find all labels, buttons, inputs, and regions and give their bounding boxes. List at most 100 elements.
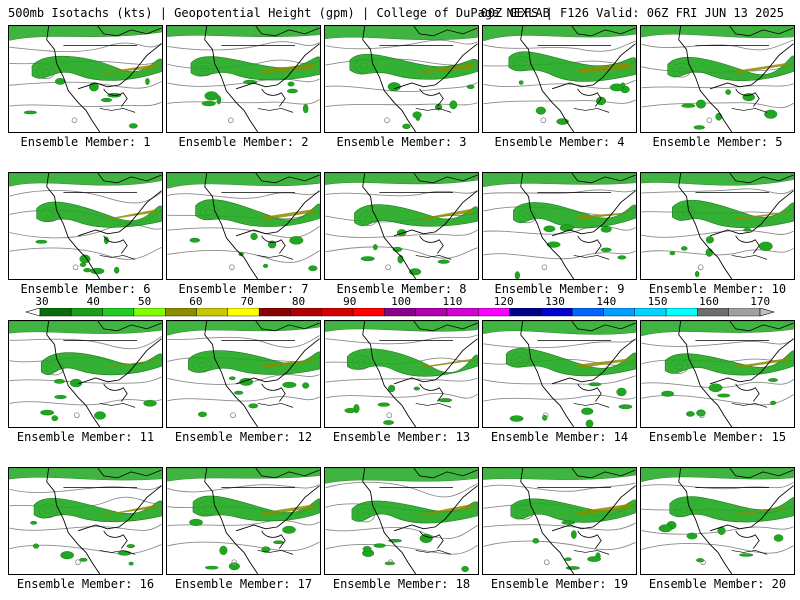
height-contour [9,335,162,350]
coastline [257,108,294,113]
ensemble-map [9,173,162,279]
height-contour [483,40,636,52]
coastline [235,485,320,532]
height-contour [167,249,320,263]
isotach-patch [377,402,390,407]
ensemble-member-panel[interactable] [324,172,479,280]
ensemble-member-label: Ensemble Member: 5 [652,135,783,149]
ensemble-member-panel[interactable] [640,25,795,133]
isotach-patch [681,103,696,108]
coastline [413,26,478,37]
colorbar-segment [446,308,479,317]
isotach-band [167,26,320,38]
height-contour [385,264,392,271]
height-contour [483,522,636,531]
isotach-patch [114,266,120,274]
coastline [103,383,128,402]
isotach-patch [509,415,524,422]
isotach-core [260,63,315,74]
ensemble-member-panel[interactable] [640,467,795,575]
isotach-patch [54,395,67,399]
colorbar-segment [39,308,72,317]
colorbar-tick-label: 60 [189,295,203,308]
colorbar-tick-label: 90 [343,295,357,308]
coastline [393,485,478,532]
coastline [731,550,768,555]
height-contour [9,223,162,239]
ensemble-member-panel[interactable] [166,467,321,575]
colorbar-tick-label: 50 [137,295,152,308]
isotach-patch [94,411,106,420]
ensemble-member-panel[interactable] [8,467,163,575]
height-contour [71,117,78,124]
isotach-patch [770,400,777,406]
coastline [729,173,794,184]
ensemble-member-label: Ensemble Member: 3 [336,135,467,149]
colorbar-tick-label: 80 [291,295,306,308]
ensemble-map [483,173,636,279]
colorbar-tick-label: 30 [35,295,49,308]
isotach-band [167,321,320,336]
ensemble-member-label: Ensemble Member: 16 [16,577,155,591]
isotach-band [31,55,162,81]
height-contour [483,99,636,105]
ensemble-member-panel[interactable] [482,172,637,280]
isotach-band [9,173,162,187]
isotach-patch [412,111,422,119]
colorbar-tick-label: 100 [391,295,412,308]
coastline [413,321,478,332]
height-contour [483,339,636,349]
ensemble-member-panel[interactable] [8,320,163,428]
isotach-band [167,468,320,482]
colorbar-segment [697,308,729,317]
colorbar-segment [352,308,385,317]
coastline [577,235,602,254]
ensemble-member-panel[interactable] [482,25,637,133]
ensemble-member-panel[interactable] [324,320,479,428]
isotach-core [102,209,157,221]
ensemble-member-panel[interactable] [482,467,637,575]
coastline [235,190,320,237]
isotach-patch [373,543,386,548]
isotach-band [33,498,162,523]
isotach-band [9,26,162,41]
coastline [261,530,286,549]
ensemble-member-panel[interactable] [166,320,321,428]
coastline [419,530,444,549]
ensemble-member-panel[interactable] [482,320,637,428]
isotach-patch [535,106,546,115]
coastline [419,235,444,254]
ensemble-member-panel[interactable] [166,25,321,133]
ensemble-map [483,26,636,132]
ensemble-member-panel[interactable] [8,25,163,133]
isotach-band [669,496,794,523]
ensemble-member-panel[interactable] [166,172,321,280]
height-contour [9,42,162,53]
isotach-patch [514,271,520,279]
height-contour [9,246,162,260]
coastline [99,108,136,113]
coastline [77,338,162,385]
ensemble-member-panel[interactable] [640,320,795,428]
isotach-patch [708,383,723,393]
height-contour [229,264,235,271]
height-contour [167,541,320,552]
isotach-patch [32,543,40,549]
isotach-patch [145,78,150,85]
colorbar-segment [133,308,166,317]
height-contour [325,246,478,259]
coastline [709,338,794,385]
coastline [362,26,417,132]
ensemble-member-panel[interactable] [640,172,795,280]
isotach-band [325,26,478,41]
isotach-patch [79,557,88,562]
isotach-patch [219,545,228,555]
ensemble-member-panel[interactable] [324,467,479,575]
ensemble-member-panel[interactable] [8,172,163,280]
ensemble-member-panel[interactable] [324,25,479,133]
isotach-band [325,321,478,332]
isotach-patch [360,256,375,262]
coastline [204,468,259,574]
coastline [77,190,162,237]
isotach-core [260,504,315,516]
